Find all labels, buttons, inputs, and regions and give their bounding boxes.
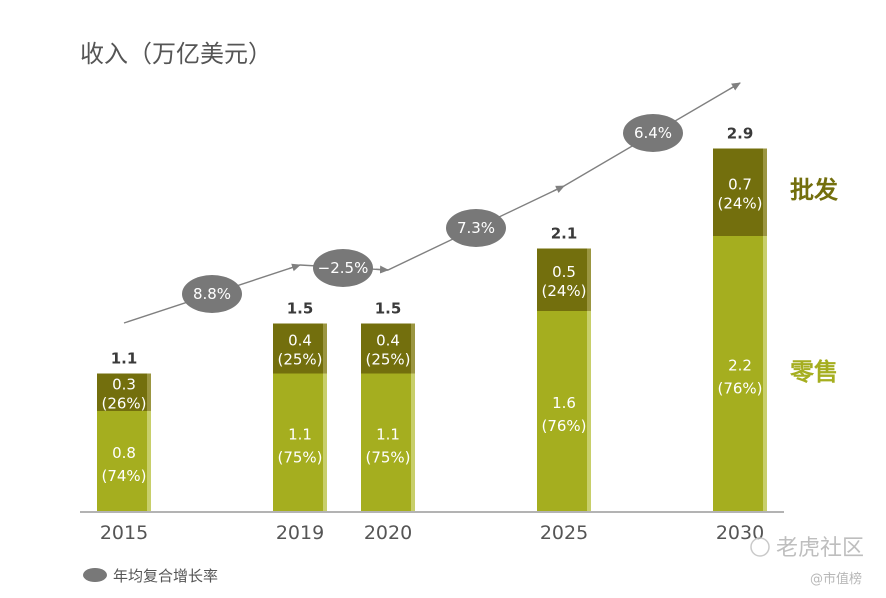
total-label-2020: 1.5 (375, 300, 402, 318)
bar-retail-edge-2015 (147, 411, 151, 511)
bar-wholesale-edge-2015 (147, 373, 151, 411)
cagr-label-0: 8.8% (193, 285, 231, 303)
cagr-arrowhead-4 (729, 82, 741, 91)
wholesale-share-2025: (24%) (541, 282, 586, 300)
bars-layer (97, 148, 767, 511)
x-tick-2015: 2015 (100, 522, 148, 544)
retail-value-2025: 1.6 (552, 394, 576, 412)
legend-cagr-swatch (83, 568, 107, 582)
bar-retail-2015 (97, 411, 151, 511)
x-axis-ticks: 2015 2019 2020 2025 2030 (100, 522, 764, 544)
cagr-arrowhead-2 (375, 265, 389, 274)
bar-wholesale-edge-2019 (323, 323, 327, 374)
bar-wholesale-edge-2020 (411, 323, 415, 374)
cagr-label-1: −2.5% (318, 259, 369, 277)
x-tick-2020: 2020 (364, 522, 412, 544)
wholesale-value-2015: 0.3 (112, 375, 136, 393)
total-label-2019: 1.5 (287, 300, 314, 318)
wholesale-share-2015: (26%) (101, 394, 146, 412)
retail-value-2020: 1.1 (376, 425, 400, 443)
total-label-2030: 2.9 (727, 125, 754, 143)
retail-share-2020: (75%) (365, 448, 410, 466)
bar-retail-2020 (361, 373, 415, 511)
wholesale-value-2020: 0.4 (376, 332, 400, 350)
bar-wholesale-2019 (273, 323, 327, 374)
bar-wholesale-2015 (97, 373, 151, 411)
bar-wholesale-2030 (713, 148, 767, 236)
bar-retail-edge-2030 (763, 236, 767, 511)
cagr-bubble-0 (182, 275, 242, 313)
cagr-bubble-1 (313, 249, 373, 287)
x-tick-2030: 2030 (716, 522, 764, 544)
bar-wholesale-edge-2025 (587, 248, 591, 311)
retail-share-2019: (75%) (277, 448, 322, 466)
cagr-label-2: 7.3% (457, 219, 495, 237)
total-label-2015: 1.1 (111, 350, 138, 368)
cagr-trend: 8.8% −2.5% 7.3% 6.4% (123, 82, 741, 324)
x-tick-2025: 2025 (540, 522, 588, 544)
watermark: 老虎社区 @市值榜 (750, 536, 864, 587)
retail-share-2015: (74%) (101, 467, 146, 485)
bar-retail-2025 (537, 311, 591, 511)
bar-wholesale-edge-2030 (763, 148, 767, 236)
watermark-sub: @市值榜 (810, 571, 862, 587)
retail-value-2019: 1.1 (288, 425, 312, 443)
bar-retail-edge-2020 (411, 373, 415, 511)
series-label-wholesale: 批发 (790, 176, 838, 204)
bar-wholesale-2020 (361, 323, 415, 374)
watermark-logo-icon (750, 537, 770, 557)
bar-retail-2019 (273, 373, 327, 511)
cagr-arrowhead-1 (288, 263, 301, 272)
watermark-main: 老虎社区 (776, 536, 864, 561)
total-label-2025: 2.1 (551, 225, 578, 243)
wholesale-share-2020: (25%) (365, 351, 410, 369)
cagr-bubble-3 (623, 114, 683, 152)
x-tick-2019: 2019 (276, 522, 324, 544)
wholesale-value-2030: 0.7 (728, 175, 752, 193)
bar-retail-edge-2025 (587, 311, 591, 511)
cagr-arrowhead-3 (552, 185, 565, 194)
retail-value-2015: 0.8 (112, 444, 136, 462)
bar-retail-2030 (713, 236, 767, 511)
wholesale-value-2019: 0.4 (288, 332, 312, 350)
bar-retail-edge-2019 (323, 373, 327, 511)
chart-title: 收入（万亿美元） (80, 40, 272, 68)
retail-value-2030: 2.2 (728, 357, 752, 375)
cagr-label-3: 6.4% (634, 124, 672, 142)
wholesale-value-2025: 0.5 (552, 263, 576, 281)
retail-share-2030: (76%) (717, 380, 762, 398)
legend-cagr-label: 年均复合增长率 (113, 567, 218, 585)
labels-layer: 0.8(74%)0.3(26%)1.11.1(75%)0.4(25%)1.51.… (101, 125, 762, 486)
retail-share-2025: (76%) (541, 417, 586, 435)
bar-wholesale-2025 (537, 248, 591, 311)
cagr-bubble-2 (446, 209, 506, 247)
wholesale-share-2030: (24%) (717, 194, 762, 212)
wholesale-share-2019: (25%) (277, 351, 322, 369)
series-label-retail: 零售 (789, 358, 838, 386)
